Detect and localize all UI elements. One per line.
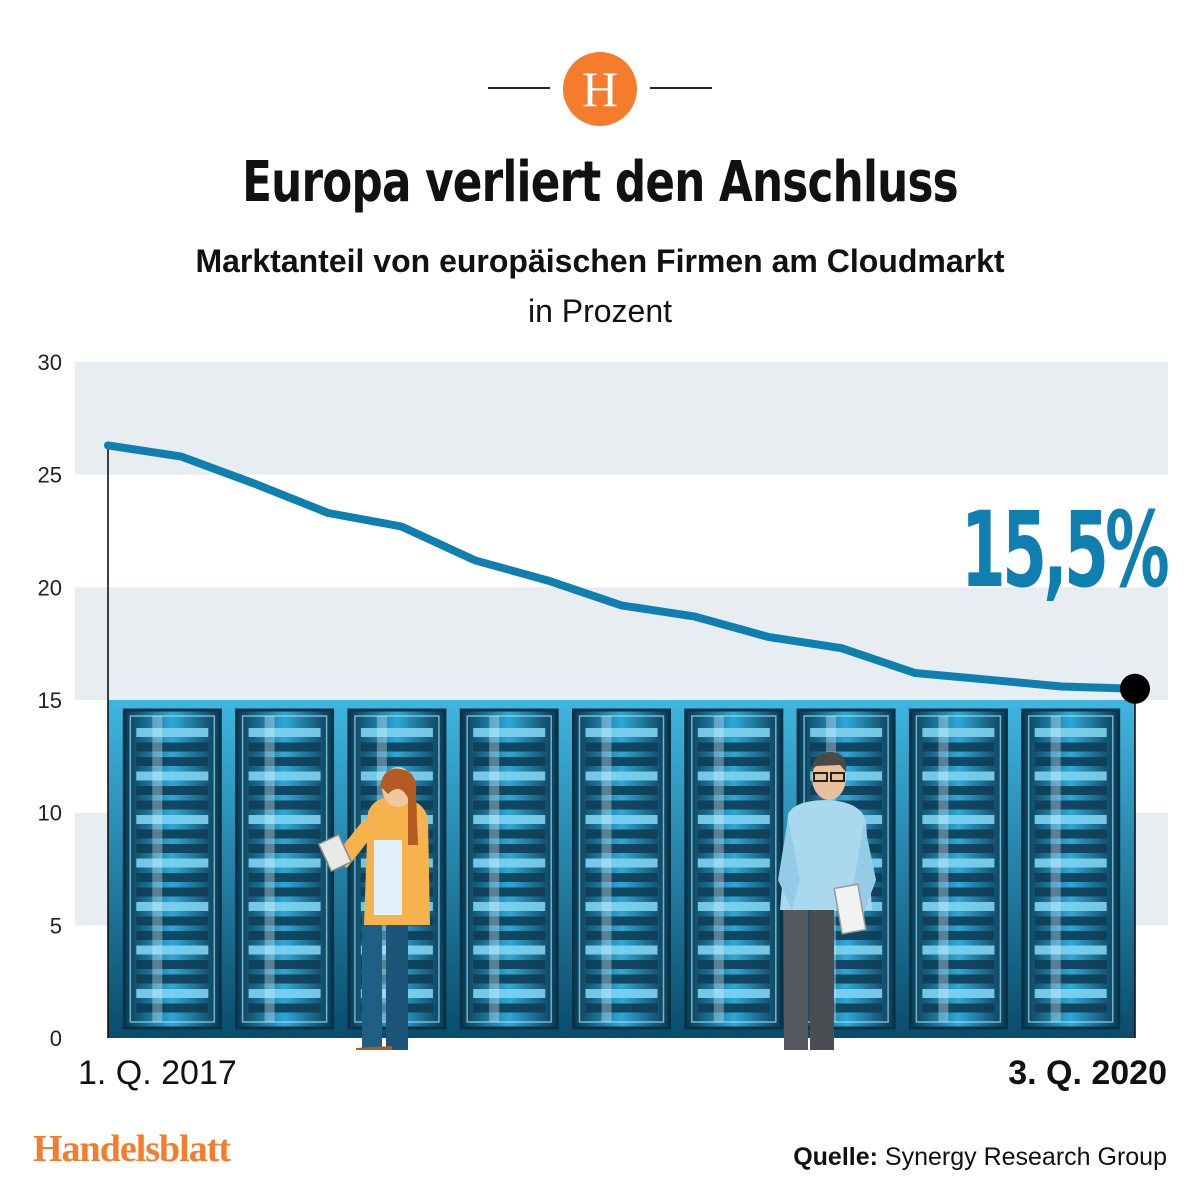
source-value: Synergy Research Group (884, 1143, 1167, 1171)
end-point-marker (1120, 673, 1150, 704)
brand-logo: Handelsblatt (33, 1128, 231, 1170)
y-tick-label: 5 (50, 913, 62, 938)
y-tick-label: 15 (38, 688, 62, 713)
series-line-path (104, 441, 1139, 693)
server-racks-illustration (108, 700, 1135, 1038)
source-label: Quelle: (793, 1143, 878, 1171)
x-label-start: 1. Q. 2017 (78, 1054, 237, 1092)
unit-label: in Prozent (527, 293, 673, 329)
server-rack (684, 708, 784, 1030)
man-figure (778, 752, 876, 1050)
y-tick-label: 25 (38, 463, 62, 488)
grid-band (75, 362, 1168, 475)
server-rack (235, 708, 335, 1030)
y-tick-label: 10 (38, 801, 62, 826)
logo-line-right (650, 87, 712, 89)
line-chart: 0 5 10 15 20 25 30 15,5% (38, 350, 1171, 1050)
people-illustration (317, 752, 876, 1050)
woman-figure (317, 767, 430, 1050)
y-axis: 0 5 10 15 20 25 30 (38, 350, 1136, 1050)
logo-line-left (488, 87, 550, 89)
x-label-end: 3. Q. 2020 (1008, 1054, 1167, 1092)
y-tick-label: 30 (38, 350, 62, 375)
server-rack (1021, 708, 1121, 1030)
source-note: Quelle: Synergy Research Group (793, 1143, 1167, 1172)
y-tick-label: 0 (50, 1026, 62, 1050)
value-annotation: 15,5% (961, 491, 1168, 611)
server-rack (572, 708, 671, 1030)
chart-title: Europa verliert den Anschluss (242, 150, 959, 215)
y-tick-label: 20 (38, 575, 62, 600)
chart-subtitle: Marktanteil von europäischen Firmen am C… (195, 243, 1005, 279)
server-rack (459, 708, 559, 1030)
server-rack (908, 708, 1008, 1030)
handelsblatt-h-icon: H (563, 52, 637, 126)
series-line (104, 441, 1150, 704)
server-rack (122, 708, 222, 1030)
